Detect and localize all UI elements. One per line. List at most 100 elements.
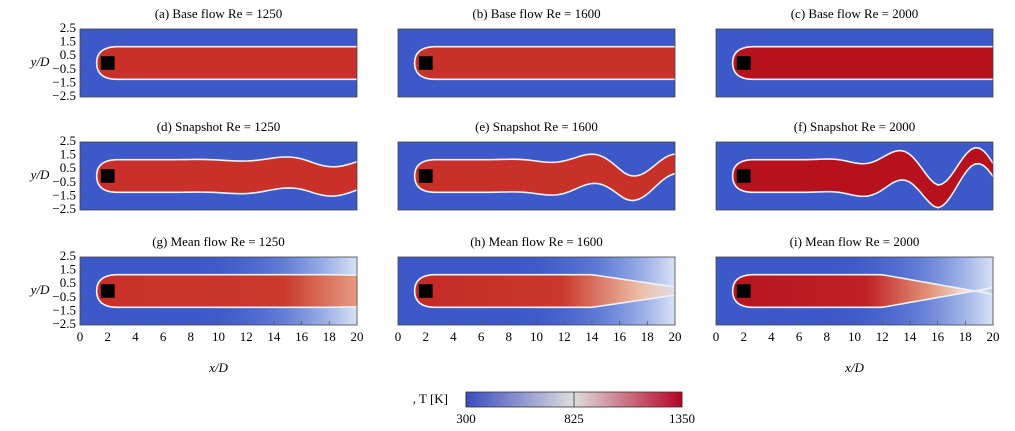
y-axis-label: y/D [29, 282, 50, 297]
x-tick-label: 0 [395, 329, 402, 344]
hot-region [95, 45, 357, 81]
panel [715, 256, 994, 326]
y-axis-label: y/D [29, 54, 50, 69]
y-tick-label: −0.5 [52, 174, 76, 189]
panel-title: (f) Snapshot Re = 2000 [794, 119, 915, 134]
y-tick-label: −2.5 [52, 316, 76, 331]
x-tick-label: 8 [188, 329, 195, 344]
field [731, 45, 993, 81]
hot-region [413, 153, 675, 202]
field [95, 257, 357, 325]
panel-title: (a) Base flow Re = 1250 [155, 6, 283, 21]
x-tick-label: 8 [824, 329, 831, 344]
x-tick-label: 14 [267, 329, 281, 344]
x-tick-label: 10 [212, 329, 225, 344]
panel [397, 28, 676, 98]
x-tick-label: 2 [740, 329, 747, 344]
x-tick-label: 20 [987, 329, 1000, 344]
field [413, 257, 675, 325]
y-tick-label: 2.5 [60, 248, 76, 263]
field [95, 156, 357, 197]
frame [397, 141, 676, 211]
x-axis-label: x/D [208, 360, 228, 375]
y-tick-label: −1.5 [52, 74, 76, 89]
y-tick-label: −1.5 [52, 187, 76, 202]
x-tick-label: 0 [77, 329, 84, 344]
panel-title: (c) Base flow Re = 2000 [791, 6, 919, 21]
panel [79, 256, 358, 326]
y-tick-label: 0.5 [60, 275, 76, 290]
y-tick-label: −1.5 [52, 302, 76, 317]
x-tick-label: 20 [669, 329, 682, 344]
hot-region [413, 273, 675, 309]
hot-region [731, 45, 993, 81]
cylinder [418, 169, 433, 183]
colorbar-label: , T [K] [413, 391, 448, 406]
hot-region [731, 146, 993, 209]
panel-title: (h) Mean flow Re = 1600 [470, 234, 603, 249]
panel [715, 28, 994, 98]
hot-region [95, 156, 357, 197]
cylinder [100, 284, 115, 298]
x-tick-label: 6 [796, 329, 803, 344]
cylinder [100, 56, 115, 70]
x-tick-label: 16 [931, 329, 945, 344]
y-tick-label: 1.5 [60, 34, 76, 49]
x-tick-label: 18 [641, 329, 654, 344]
y-tick-label: −2.5 [52, 88, 76, 103]
y-tick-label: 1.5 [60, 262, 76, 277]
x-tick-label: 0 [713, 329, 720, 344]
field [413, 153, 675, 202]
field [731, 257, 993, 325]
x-tick-label: 4 [450, 329, 457, 344]
x-tick-label: 4 [132, 329, 139, 344]
frame [715, 141, 994, 211]
panel-title: (d) Snapshot Re = 1250 [157, 119, 281, 134]
frame [79, 141, 358, 211]
x-tick-label: 2 [104, 329, 111, 344]
x-tick-label: 4 [768, 329, 775, 344]
hot-region [95, 273, 357, 309]
cylinder [418, 56, 433, 70]
y-tick-label: −0.5 [52, 289, 76, 304]
frame [715, 28, 994, 98]
x-tick-label: 14 [585, 329, 599, 344]
colorbar-tick-label: 300 [456, 411, 476, 426]
y-tick-label: 2.5 [60, 20, 76, 35]
hot-region [413, 45, 675, 81]
cylinder [418, 284, 433, 298]
y-tick-label: −0.5 [52, 61, 76, 76]
x-tick-label: 8 [506, 329, 513, 344]
panel [397, 141, 676, 211]
frame [79, 28, 358, 98]
x-tick-label: 16 [295, 329, 309, 344]
cylinder [100, 169, 115, 183]
panel-title: (i) Mean flow Re = 2000 [790, 234, 920, 249]
x-tick-label: 12 [240, 329, 253, 344]
x-tick-label: 6 [160, 329, 167, 344]
field [413, 45, 675, 81]
x-tick-label: 12 [876, 329, 889, 344]
cylinder [736, 284, 751, 298]
panel [79, 141, 358, 211]
panel [715, 141, 994, 211]
x-axis-label: x/D [844, 360, 864, 375]
x-tick-label: 2 [422, 329, 429, 344]
panel-title: (g) Mean flow Re = 1250 [152, 234, 285, 249]
y-axis-label: y/D [29, 167, 50, 182]
x-tick-label: 16 [613, 329, 627, 344]
x-tick-label: 6 [478, 329, 485, 344]
x-tick-label: 12 [558, 329, 571, 344]
y-tick-label: 0.5 [60, 160, 76, 175]
x-tick-label: 18 [323, 329, 336, 344]
cylinder [736, 56, 751, 70]
panel-title: (e) Snapshot Re = 1600 [475, 119, 598, 134]
x-tick-label: 10 [530, 329, 543, 344]
x-tick-label: 14 [903, 329, 917, 344]
colorbar-tick-label: 1350 [669, 411, 695, 426]
x-tick-label: 10 [848, 329, 861, 344]
y-tick-label: 0.5 [60, 47, 76, 62]
y-tick-label: 2.5 [60, 133, 76, 148]
x-tick-label: 18 [959, 329, 972, 344]
